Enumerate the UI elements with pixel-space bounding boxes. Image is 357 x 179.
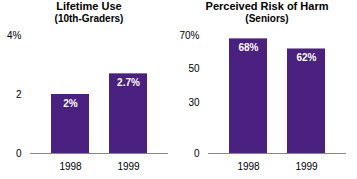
svg-text:1998: 1998 — [59, 161, 82, 172]
svg-text:0: 0 — [194, 148, 200, 159]
html-text:(Seniors): (Seniors) — [245, 13, 289, 24]
svg-text:30: 30 — [188, 97, 200, 108]
svg-text:2.7%: 2.7% — [117, 77, 140, 88]
html-text:Perceived Risk of Harm: Perceived Risk of Harm — [205, 0, 329, 12]
svg-text:4%: 4% — [7, 30, 22, 41]
svg-text:2%: 2% — [63, 98, 78, 109]
svg-text:1998: 1998 — [237, 161, 260, 172]
svg-text:50: 50 — [188, 63, 200, 74]
svg-text:1999: 1999 — [117, 161, 140, 172]
svg-text:70%: 70% — [179, 30, 199, 41]
svg-text:2: 2 — [16, 89, 22, 100]
html-text:Lifetime Use: Lifetime Use — [56, 0, 122, 12]
svg-text:1999: 1999 — [295, 161, 318, 172]
html-text:(10th-Graders): (10th-Graders) — [54, 13, 124, 24]
svg-text:62%: 62% — [296, 52, 316, 63]
svg-text:0: 0 — [16, 148, 22, 159]
svg-text:68%: 68% — [238, 42, 258, 53]
